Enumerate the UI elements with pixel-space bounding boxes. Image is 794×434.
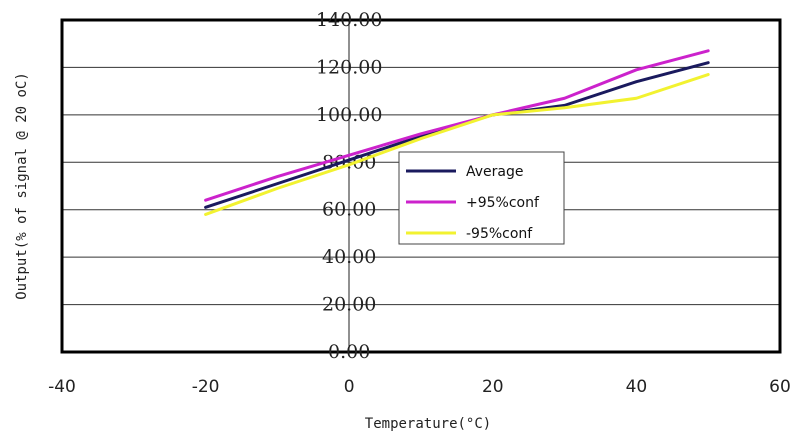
- legend-items: Average +95%conf -95%conf: [406, 164, 540, 242]
- x-tick-label-3: 20: [482, 377, 504, 397]
- legend: Average +95%conf -95%conf: [398, 151, 565, 245]
- plot-area-frame: [60, 18, 782, 354]
- legend-label-0: Average: [466, 164, 524, 180]
- y-tick-label-5: 100.00: [316, 104, 382, 126]
- x-tick-label-5: 60: [769, 377, 791, 397]
- series-lines: [204, 49, 710, 216]
- legend-box: [398, 151, 565, 245]
- y-tick-label-6: 120.00: [316, 56, 382, 78]
- x-axis-title: Temperature(°C): [365, 416, 491, 432]
- y-tick-label-0: 0.00: [328, 341, 370, 363]
- x-tick-label-1: -20: [192, 377, 220, 397]
- x-tick-label-2: 0: [344, 377, 355, 397]
- y-tick-labels: 0.0020.0040.0060.0080.00100.00120.00140.…: [316, 9, 382, 363]
- y-tick-label-3: 60.00: [322, 199, 376, 221]
- y-tick-label-1: 20.00: [322, 294, 376, 316]
- y-axis-title: Output(% of signal @ 20 oC): [14, 72, 30, 300]
- legend-label-2: -95%conf: [466, 226, 533, 242]
- x-tick-label-0: -40: [48, 377, 76, 397]
- series-line-1: [204, 49, 710, 202]
- y-tick-label-7: 140.00: [316, 9, 382, 31]
- x-tick-labels: -40 -20 0 20 40 60: [48, 377, 791, 397]
- y-tick-label-2: 40.00: [322, 246, 376, 268]
- series-line-2: [204, 73, 710, 216]
- x-tick-label-4: 40: [626, 377, 648, 397]
- legend-label-1: +95%conf: [466, 195, 540, 211]
